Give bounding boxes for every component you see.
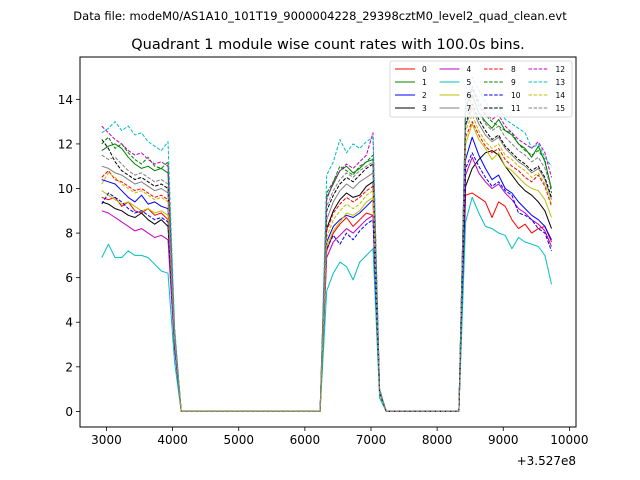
legend-box bbox=[389, 60, 573, 118]
series-group bbox=[101, 76, 552, 412]
legend-label-3: 3 bbox=[422, 104, 427, 113]
legend-label-4: 4 bbox=[467, 65, 472, 74]
legend-label-5: 5 bbox=[467, 78, 472, 87]
y-tick-label: 10 bbox=[58, 182, 73, 196]
x-tick-label: 9000 bbox=[488, 433, 519, 447]
legend-label-9: 9 bbox=[511, 78, 516, 87]
series-line-14 bbox=[101, 114, 552, 412]
y-tick-label: 0 bbox=[65, 405, 73, 419]
series-line-10 bbox=[101, 152, 552, 412]
y-tick-label: 12 bbox=[58, 137, 73, 151]
legend-label-0: 0 bbox=[422, 65, 427, 74]
x-offset-label: +3.527e8 bbox=[517, 454, 576, 468]
series-line-13 bbox=[101, 76, 552, 412]
legend-label-2: 2 bbox=[422, 91, 427, 100]
series-line-11 bbox=[101, 103, 552, 412]
legend-label-14: 14 bbox=[556, 91, 566, 100]
legend-label-11: 11 bbox=[511, 104, 521, 113]
y-tick-label: 2 bbox=[65, 360, 73, 374]
x-tick-label: 6000 bbox=[290, 433, 321, 447]
legend-label-6: 6 bbox=[467, 91, 472, 100]
x-tick-label: 7000 bbox=[356, 433, 387, 447]
series-line-2 bbox=[101, 136, 552, 412]
series-line-8 bbox=[101, 121, 552, 412]
y-tick-label: 4 bbox=[65, 316, 73, 330]
y-tick-label: 8 bbox=[65, 227, 73, 241]
series-line-12 bbox=[101, 85, 552, 412]
legend-label-8: 8 bbox=[511, 65, 516, 74]
legend-label-10: 10 bbox=[511, 91, 521, 100]
y-tick-label: 14 bbox=[58, 93, 73, 107]
header-note: Data file: modeM0/AS1A10_101T19_90000042… bbox=[73, 9, 567, 23]
series-line-4 bbox=[101, 156, 552, 412]
series-line-15 bbox=[101, 96, 552, 412]
legend-label-7: 7 bbox=[467, 104, 472, 113]
axes-frame bbox=[79, 56, 577, 428]
series-line-5 bbox=[101, 196, 552, 412]
legend-label-1: 1 bbox=[422, 78, 427, 87]
x-tick-label: 10000 bbox=[550, 433, 588, 447]
legend-label-12: 12 bbox=[556, 65, 566, 74]
x-tick-label: 8000 bbox=[422, 433, 453, 447]
series-line-6 bbox=[101, 123, 552, 412]
y-tick-label: 6 bbox=[65, 271, 73, 285]
plot-area: 3000 4000 5000 6000 7000 8000 9000 100000246810… bbox=[58, 56, 588, 447]
series-line-9 bbox=[101, 87, 552, 412]
x-tick-label: 4000 bbox=[157, 433, 188, 447]
series-line-7 bbox=[101, 107, 552, 412]
chart-title: Quadrant 1 module wise count rates with … bbox=[131, 37, 525, 53]
legend-label-15: 15 bbox=[556, 104, 566, 113]
x-tick-label: 5000 bbox=[223, 433, 254, 447]
legend-label-13: 13 bbox=[556, 78, 566, 87]
x-tick-label: 3000 bbox=[91, 433, 122, 447]
